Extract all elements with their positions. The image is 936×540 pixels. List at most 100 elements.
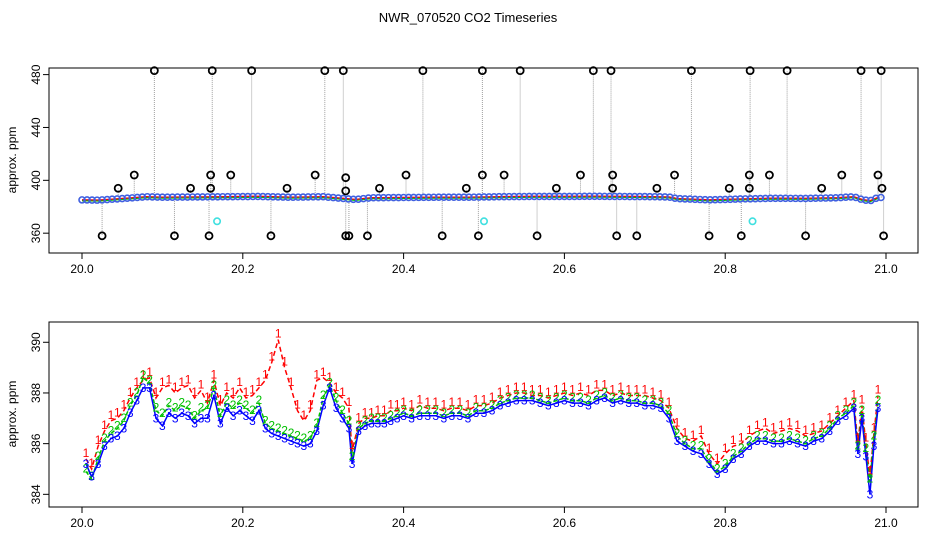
- outlier-point: [670, 170, 679, 180]
- top-data-point: [635, 192, 644, 201]
- bottom-series-2-marker: 2: [553, 391, 560, 405]
- bottom-series-2-marker: 2: [394, 406, 401, 420]
- top-data-point: [490, 193, 498, 201]
- bottom-x-tick-label: 20.2: [231, 516, 255, 530]
- bottom-series-3-marker: 3: [802, 439, 809, 453]
- bottom-series-2-marker: 2: [561, 388, 568, 402]
- outlier-point: [97, 231, 107, 241]
- top-data-point: [681, 195, 689, 203]
- top-data-point: [460, 193, 468, 202]
- bottom-series-3-marker: 3: [863, 449, 870, 463]
- top-data-point: [424, 193, 433, 202]
- top-data-point: [646, 192, 654, 201]
- bottom-series-2-marker: 2: [786, 429, 793, 443]
- bottom-series-3-marker: 3: [83, 457, 90, 471]
- bottom-series-3-marker: 3: [859, 411, 866, 425]
- top-data-point: [369, 193, 378, 202]
- top-data-point: [701, 195, 709, 204]
- bottom-series-2-marker: 2: [633, 391, 640, 405]
- bottom-series-1-marker: 1: [101, 418, 108, 432]
- bottom-series-2-marker: 2: [230, 398, 237, 412]
- flagged-point: [479, 217, 488, 226]
- bottom-series-3-marker: 3: [658, 401, 665, 415]
- top-data-point: [394, 193, 403, 202]
- top-data-point: [324, 193, 333, 201]
- top-data-point: [505, 192, 513, 201]
- outlier-point: [532, 231, 542, 241]
- bottom-series-2-marker: 2: [387, 408, 394, 422]
- bottom-series-2-marker: 2: [191, 408, 198, 422]
- outlier-point: [612, 231, 622, 241]
- top-data-point: [239, 192, 247, 201]
- bottom-series-3-line: [85, 385, 879, 495]
- outlier-point: [704, 231, 714, 241]
- top-data-point: [123, 194, 132, 203]
- top-data-point: [761, 194, 770, 203]
- top-data-point: [580, 192, 589, 201]
- bottom-series-2-marker: 2: [288, 426, 295, 440]
- top-data-point: [555, 192, 564, 201]
- bottom-series-2-marker: 2: [416, 403, 423, 417]
- outlier-point: [877, 183, 887, 193]
- outlier-point: [344, 231, 354, 241]
- bottom-series-1-marker: 1: [230, 385, 237, 399]
- top-data-point: [791, 194, 800, 203]
- bottom-series-2-marker: 2: [875, 393, 882, 407]
- bottom-series-3-marker: 3: [617, 394, 624, 408]
- top-data-point: [334, 194, 343, 202]
- bottom-series-2-marker: 2: [666, 403, 673, 417]
- bottom-series-3-marker: 3: [762, 434, 769, 448]
- outlier-point: [129, 170, 139, 180]
- bottom-series-1-marker: 1: [863, 431, 870, 445]
- bottom-y-tick-label: 384: [29, 484, 43, 504]
- top-data-point: [836, 193, 845, 202]
- top-data-point: [133, 193, 142, 202]
- bottom-series-2-marker: 2: [307, 429, 314, 443]
- bottom-series-3-marker: 3: [416, 409, 423, 423]
- top-x-tick-label: 20.2: [231, 262, 255, 276]
- outlier-point: [477, 66, 487, 76]
- bottom-series-2-marker: 2: [375, 411, 382, 425]
- top-data-point: [625, 192, 634, 201]
- bottom-series-2-marker: 2: [223, 393, 230, 407]
- bottom-series-2-marker: 2: [601, 385, 608, 399]
- bottom-series-3-marker: 3: [294, 437, 301, 451]
- bottom-series-3-marker: 3: [394, 411, 401, 425]
- bottom-series-3-marker: 3: [585, 399, 592, 413]
- bottom-series-2-marker: 2: [859, 403, 866, 417]
- bottom-series-3-marker: 3: [368, 416, 375, 430]
- bottom-series-3-marker: 3: [275, 429, 282, 443]
- top-data-point: [706, 196, 714, 204]
- bottom-plot-frame: [48, 321, 919, 508]
- bottom-series-3-marker: 3: [473, 406, 480, 420]
- bottom-series-3-marker: 3: [114, 429, 121, 443]
- bottom-series-3-marker: 3: [778, 437, 785, 451]
- bottom-series-2-marker: 2: [706, 451, 713, 465]
- top-data-point: [158, 193, 167, 202]
- bottom-series-3-marker: 3: [198, 411, 205, 425]
- bottom-series-3-marker: 3: [381, 416, 388, 430]
- outlier-point: [745, 66, 755, 76]
- top-x-tick-label: 20.8: [714, 262, 738, 276]
- top-data-point: [208, 193, 217, 201]
- bottom-series-1-marker: 1: [770, 421, 777, 435]
- bottom-series-2-marker: 2: [355, 418, 362, 432]
- bottom-series-3-marker: 3: [108, 432, 115, 446]
- outlier-point: [149, 66, 159, 76]
- bottom-series-3-marker: 3: [313, 424, 320, 438]
- bottom-series-1-marker: 1: [810, 421, 817, 435]
- top-data-point: [143, 192, 152, 201]
- top-data-point: [218, 192, 227, 201]
- bottom-x-tick-label: 21.0: [874, 516, 898, 530]
- top-data-point: [384, 193, 393, 202]
- bottom-series-1-marker: 1: [706, 441, 713, 455]
- top-data-point: [465, 193, 473, 202]
- bottom-series-1-marker: 1: [307, 398, 314, 412]
- bottom-series-3-marker: 3: [649, 399, 656, 413]
- top-data-point: [605, 192, 614, 201]
- bottom-x-tick-label: 20.6: [553, 516, 577, 530]
- top-data-point: [545, 192, 554, 201]
- bottom-series-2-marker: 2: [867, 472, 874, 486]
- bottom-series-1-marker: 1: [440, 398, 447, 412]
- bottom-series-3-marker: 3: [223, 401, 230, 415]
